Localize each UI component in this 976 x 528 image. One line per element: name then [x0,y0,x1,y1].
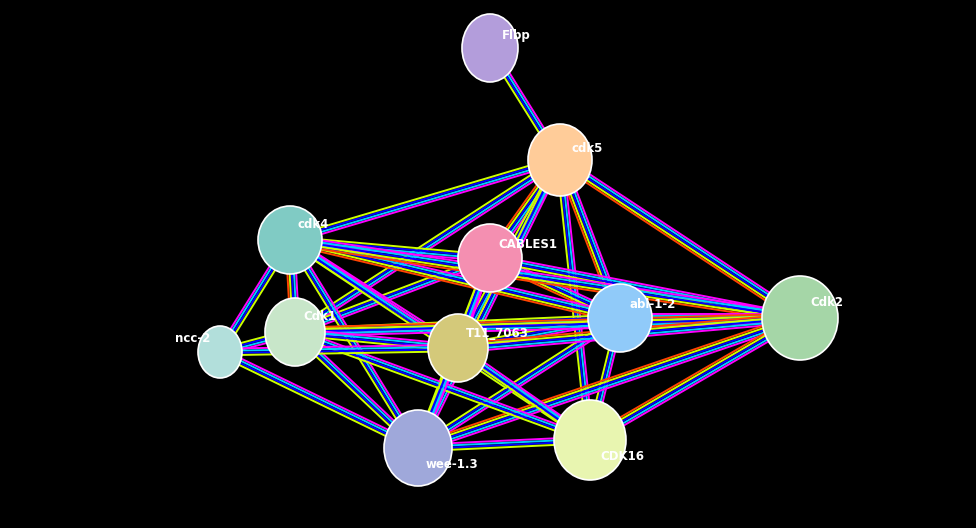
Text: wee-1.3: wee-1.3 [426,457,478,470]
Ellipse shape [462,14,518,82]
Text: cdk4: cdk4 [298,218,329,231]
Text: Cdk2: Cdk2 [810,296,843,308]
Ellipse shape [528,124,592,196]
Ellipse shape [458,224,522,292]
Text: cdk5: cdk5 [572,142,603,155]
Ellipse shape [554,400,626,480]
Ellipse shape [198,326,242,378]
Ellipse shape [428,314,488,382]
Text: CABLES1: CABLES1 [498,238,557,250]
Ellipse shape [384,410,452,486]
Text: CDK16: CDK16 [600,449,644,463]
Text: T11_7063: T11_7063 [466,327,529,341]
Ellipse shape [265,298,325,366]
Text: Flbp: Flbp [502,30,531,42]
Ellipse shape [762,276,838,360]
Text: ncc-2: ncc-2 [175,332,210,344]
Ellipse shape [258,206,322,274]
Ellipse shape [588,284,652,352]
Text: Cdk1: Cdk1 [303,309,336,323]
Text: abl-1-2: abl-1-2 [630,297,676,310]
